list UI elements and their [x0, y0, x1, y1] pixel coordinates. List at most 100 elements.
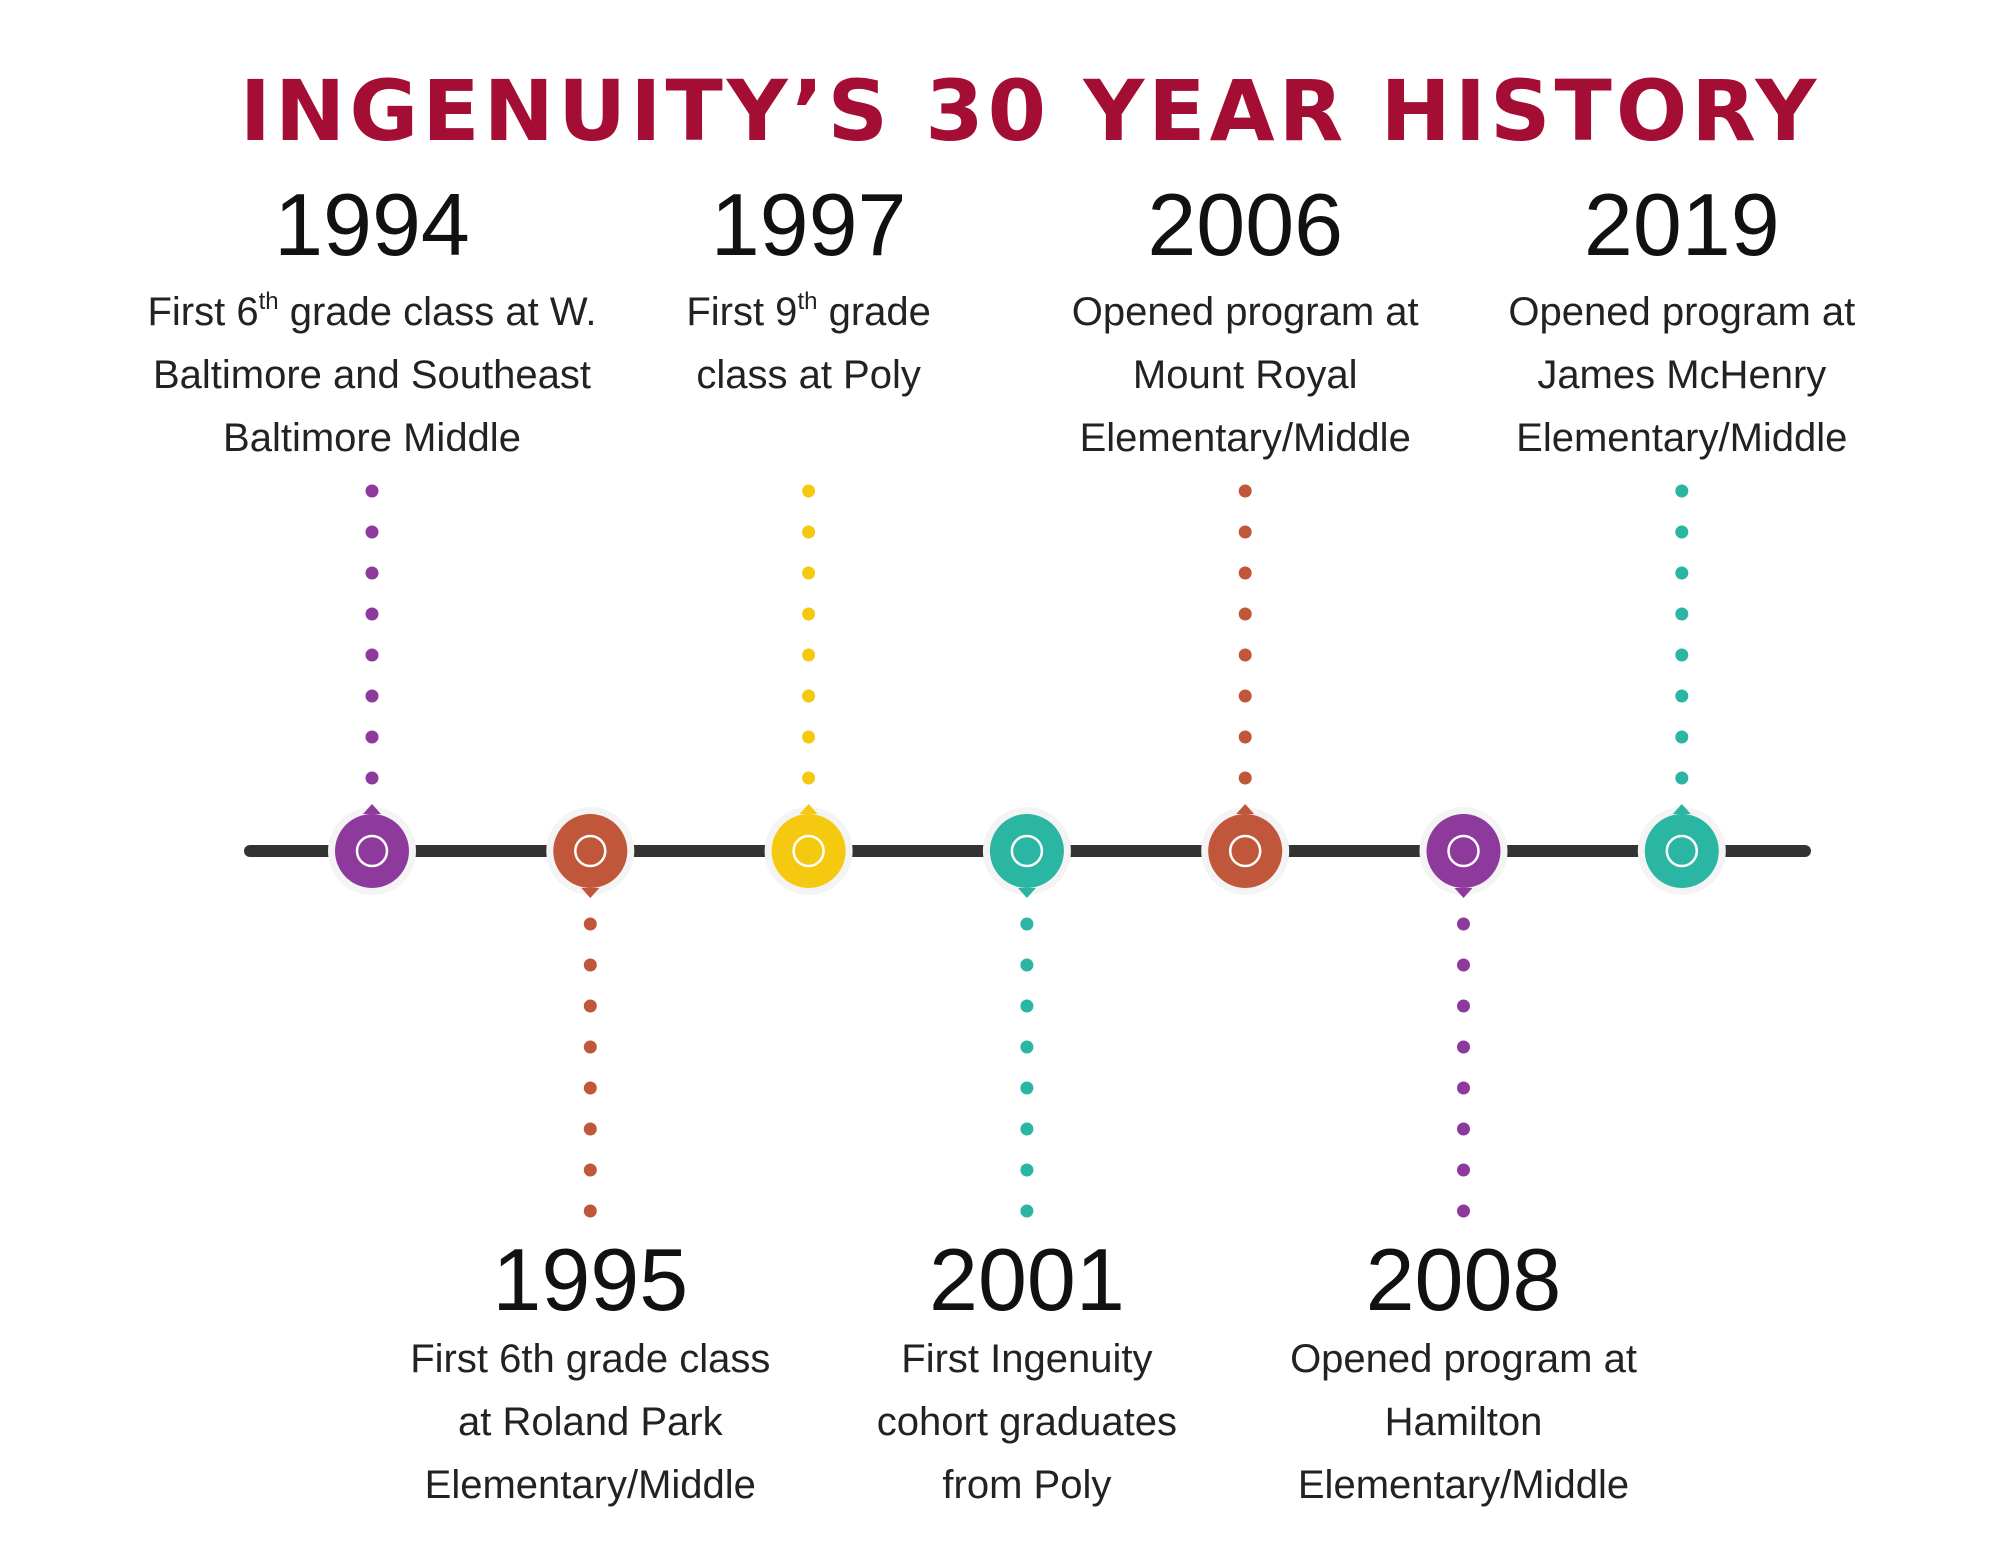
connector-dot	[1238, 771, 1252, 785]
connector-dot	[802, 648, 816, 662]
title: INGENUITY’S 30 YEAR HISTORY	[240, 62, 1820, 160]
connector-dot	[365, 771, 379, 785]
node	[1208, 814, 1283, 888]
connector-dot	[1675, 566, 1689, 580]
event-year: 2019	[1584, 175, 1780, 274]
event-description: class at Poly	[696, 353, 921, 397]
event-description: Baltimore Middle	[223, 416, 521, 460]
event-description: First 6th grade class at W.	[147, 288, 596, 334]
connector-dot	[583, 1163, 597, 1177]
connector-dot	[1457, 1204, 1470, 1218]
connector-dot	[802, 771, 816, 785]
connector-dot	[802, 689, 816, 703]
connector-dot	[802, 730, 816, 744]
event-year: 1995	[492, 1230, 688, 1329]
connector-dot	[1238, 484, 1252, 498]
node-ring	[792, 834, 825, 868]
node-ring	[1447, 834, 1480, 868]
event-description: James McHenry	[1537, 353, 1826, 397]
connector-dot	[1457, 1040, 1470, 1054]
connector-dot	[1457, 1081, 1470, 1095]
connector-dot	[1238, 648, 1252, 662]
connector-dot	[365, 689, 379, 703]
node-pointer	[1017, 888, 1036, 898]
connector-dot	[1020, 958, 1034, 972]
connector-dot	[1675, 648, 1689, 662]
node-ring	[574, 834, 607, 868]
event-description: Hamilton	[1385, 1400, 1543, 1444]
event-year: 2006	[1147, 175, 1343, 274]
connector-dot	[1020, 999, 1034, 1013]
node	[1644, 814, 1719, 888]
connector-dot	[1675, 689, 1689, 703]
connector-dot	[1675, 607, 1689, 621]
node-pointer	[1672, 804, 1691, 814]
connector-dot	[1020, 1040, 1034, 1054]
event-description: Elementary/Middle	[1516, 416, 1847, 460]
connector-dot	[1457, 958, 1470, 972]
event-description: Opened program at	[1072, 290, 1419, 334]
connector-dot	[802, 525, 816, 539]
connector-dot	[1238, 525, 1252, 539]
connector-dot	[802, 484, 816, 498]
connector-dot	[583, 917, 597, 931]
events: 1994 First 6th grade class at W. Baltimore…	[147, 175, 1855, 1507]
connector-dot	[1238, 566, 1252, 580]
node-pointer	[363, 804, 381, 814]
connector-dot	[365, 730, 379, 744]
connector-dot	[1238, 607, 1252, 621]
connector-dot	[365, 484, 379, 498]
event-description: cohort graduates	[877, 1400, 1177, 1444]
connector-dot	[1020, 1163, 1034, 1177]
event-description: Mount Royal	[1133, 353, 1358, 397]
connector-dot	[583, 1204, 597, 1218]
connector-dot	[1457, 1122, 1470, 1136]
event-description: Elementary/Middle	[1298, 1463, 1629, 1507]
connector-dot	[1238, 730, 1252, 744]
event-year: 1994	[274, 175, 470, 274]
node-ring	[1228, 834, 1262, 868]
connector-dot	[365, 566, 379, 580]
event-description: Baltimore and Southeast	[153, 353, 591, 397]
event-year: 2008	[1366, 1230, 1562, 1329]
superscript: th	[797, 288, 817, 315]
connector-dot	[1020, 1204, 1034, 1218]
node-pointer	[1454, 888, 1473, 898]
event-description: Elementary/Middle	[425, 1463, 756, 1507]
connector-dot	[1675, 730, 1689, 744]
connector-dot	[583, 1122, 597, 1136]
event-description: Opened program at	[1508, 290, 1855, 334]
node-ring	[1010, 834, 1044, 868]
node	[1426, 814, 1501, 888]
connector-dot	[1020, 1122, 1034, 1136]
connector-dot	[1675, 484, 1689, 498]
node	[989, 814, 1064, 888]
event-description: at Roland Park	[458, 1400, 724, 1444]
event-description: First 9th grade	[686, 288, 931, 334]
event-description: Elementary/Middle	[1080, 416, 1411, 460]
node	[553, 814, 628, 888]
connector-dot	[802, 607, 816, 621]
node	[335, 814, 409, 888]
event-year: 2001	[929, 1230, 1125, 1329]
description-text: grade class at W.	[279, 290, 597, 334]
connector-dot	[583, 1081, 597, 1095]
connector-dot	[365, 648, 379, 662]
node-pointer	[799, 804, 818, 814]
event-description: Opened program at	[1290, 1337, 1637, 1381]
connector-dot	[1675, 525, 1689, 539]
connector-dot	[1020, 1081, 1034, 1095]
node-ring	[355, 834, 389, 868]
event-description: First 6th grade class	[410, 1337, 770, 1381]
event-description: First Ingenuity	[901, 1337, 1152, 1381]
event-description: from Poly	[942, 1463, 1111, 1507]
node-ring	[1665, 834, 1699, 868]
event-year: 1997	[711, 175, 907, 274]
connector-dot	[1457, 999, 1470, 1013]
description-text: First 9	[686, 290, 797, 334]
connector-dot	[583, 1040, 597, 1054]
superscript: th	[259, 288, 279, 315]
connector-dot	[1675, 771, 1689, 785]
